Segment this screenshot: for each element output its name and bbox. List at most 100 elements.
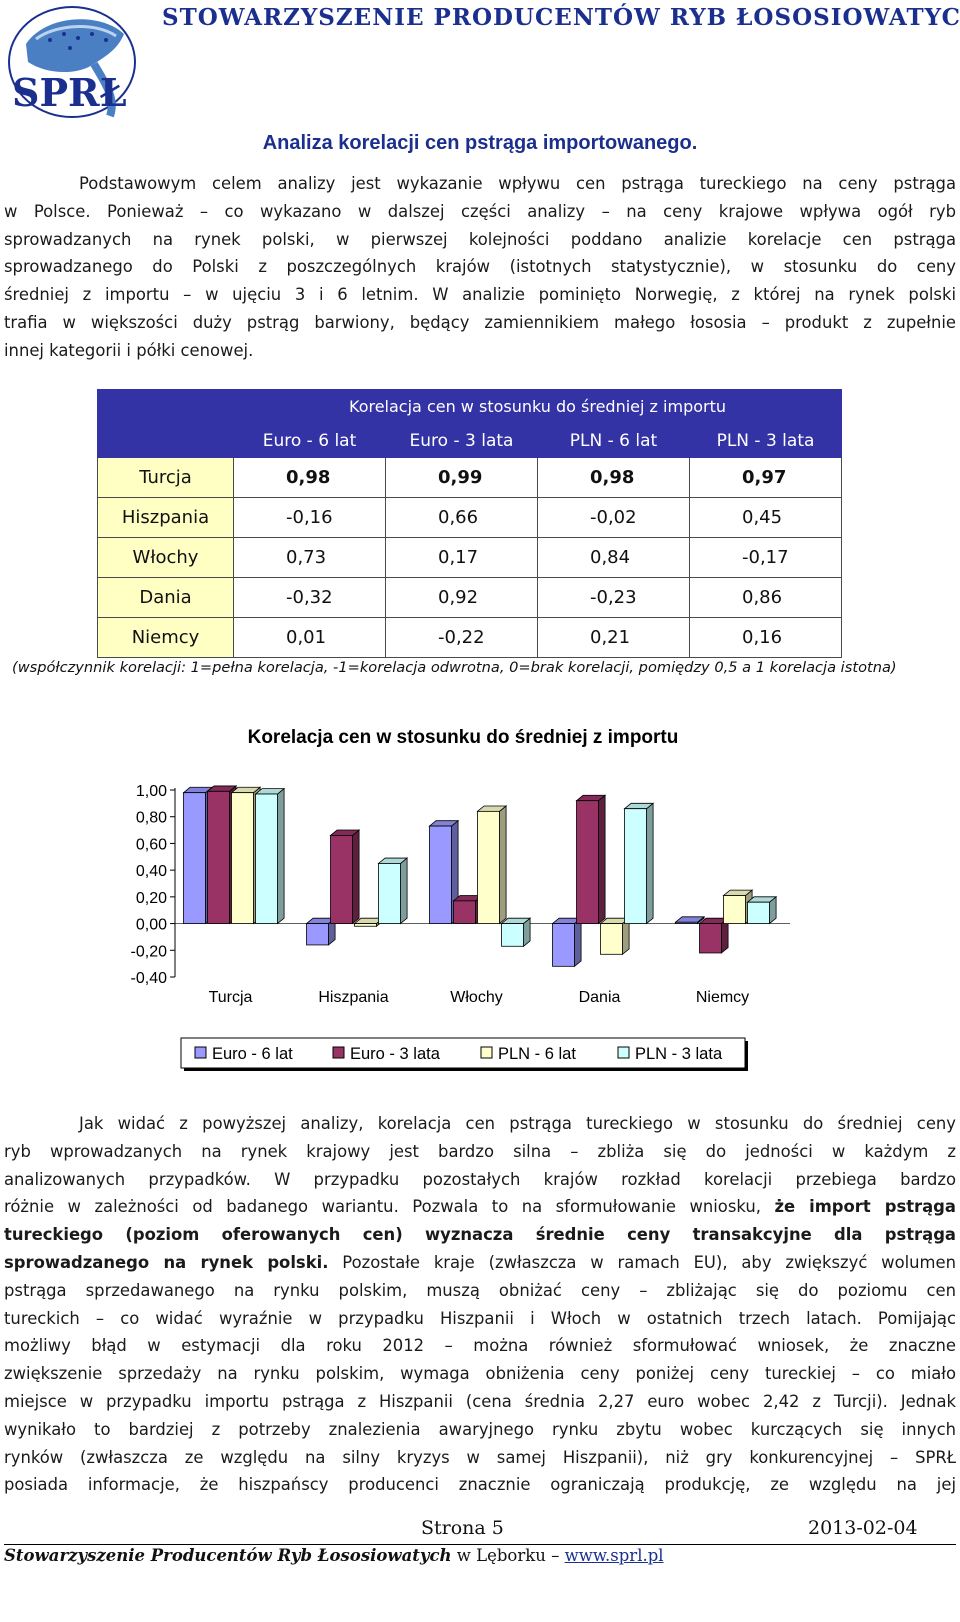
- y-tick-label: 0,00: [136, 917, 167, 934]
- correlation-note: (współczynnik korelacji: 1=pełna korelac…: [12, 659, 897, 676]
- body-text: tureckich – co widać wyraźnie w przypadk…: [4, 1308, 956, 1328]
- bar: [428, 819, 460, 925]
- body-text: różnie w zależności od badanego wariantu…: [4, 1197, 775, 1217]
- logo-text: SPRŁ: [12, 70, 127, 115]
- x-category-label: Włochy: [450, 989, 502, 1006]
- legend-label: PLN - 3 lata: [635, 1045, 723, 1063]
- body-line: wynikało to bardziej z potrzeby znalezie…: [4, 1416, 956, 1444]
- legend-swatch: [480, 1046, 493, 1059]
- intro-line: innej kategorii i półki cenowej.: [4, 340, 254, 360]
- y-tick-label: 0,80: [136, 810, 167, 827]
- intro-line: trafia w większości duży pstrąg barwiony…: [4, 312, 956, 332]
- bar: [698, 917, 730, 954]
- body-text: ryb wprowadzanych na rynek krajowy jest …: [4, 1141, 956, 1161]
- table-row: Turcja 0,98 0,99 0,98 0,97: [97, 457, 842, 498]
- column-header: Euro - 6 lat: [233, 423, 386, 458]
- sprl-logo: SPRŁ: [8, 6, 136, 118]
- bar: [254, 787, 286, 925]
- row-country: Niemcy: [97, 617, 234, 658]
- body-text: miejsce w przypadku importu pstrąga z Hi…: [4, 1391, 956, 1411]
- table-title-row: Korelacja cen w stosunku do średniej z i…: [97, 389, 842, 424]
- bar: [476, 805, 508, 925]
- body-line: sprowadzanego na rynek polski. Pozostałe…: [4, 1249, 956, 1277]
- table-cell: -0,22: [385, 617, 538, 658]
- column-header: PLN - 3 lata: [689, 423, 842, 458]
- intro-line: w Polsce. Ponieważ – co wykazano w dalsz…: [4, 201, 956, 221]
- footer-organization: Stowarzyszenie Producentów Ryb Łososiowa…: [4, 1546, 452, 1565]
- legend-label: Euro - 6 lat: [212, 1045, 293, 1063]
- body-line: różnie w zależności od badanego wariantu…: [4, 1193, 956, 1221]
- legend-label: PLN - 6 lat: [498, 1045, 576, 1063]
- table-cell: 0,98: [537, 457, 690, 498]
- body-text: Pozostałe kraje (zwłaszcza w ramach EU),…: [328, 1252, 956, 1272]
- x-category-label: Hiszpania: [318, 989, 388, 1006]
- body-bold-text: że import pstrąga: [774, 1197, 956, 1217]
- organization-title: STOWARZYSZENIE PRODUCENTÓW RYB ŁOSOSIOWA…: [162, 4, 960, 31]
- body-line: miejsce w przypadku importu pstrąga z Hi…: [4, 1388, 956, 1416]
- body-bold-text: sprowadzanego na rynek polski.: [4, 1252, 329, 1272]
- bar: [674, 915, 706, 925]
- body-line: Jak widać z powyższej analizy, korelacja…: [4, 1110, 956, 1138]
- intro-line: Podstawowym celem analizy jest wykazanie…: [79, 174, 956, 193]
- chart-title: Korelacja cen w stosunku do średniej z i…: [248, 727, 679, 748]
- footer-link[interactable]: www.sprl.pl: [564, 1546, 664, 1565]
- body-text: Jak widać z powyższej analizy, korelacja…: [79, 1114, 956, 1133]
- table-cell: 0,92: [385, 577, 538, 618]
- body-line: tureckiego (poziom oferowanych cen) wyzn…: [4, 1221, 956, 1249]
- column-header: PLN - 6 lat: [537, 423, 690, 458]
- body-text: możliwy błąd w estymacji dla roku 2012 –…: [4, 1336, 956, 1356]
- table-cell: 0,73: [233, 537, 386, 578]
- bar: [551, 917, 583, 968]
- body-text: pstrąga sprzedawanego na rynku polskim, …: [4, 1280, 956, 1300]
- body-line: pstrąga sprzedawanego na rynku polskim, …: [4, 1277, 956, 1305]
- table-cell: -0,16: [233, 497, 386, 538]
- y-tick-label: 0,40: [136, 863, 167, 880]
- x-category-label: Niemcy: [696, 989, 749, 1006]
- table-cell: -0,02: [537, 497, 690, 538]
- intro-paragraph: Podstawowym celem analizy jest wykazanie…: [4, 170, 956, 365]
- body-line: posiada informacje, że hiszpańscy produc…: [4, 1471, 956, 1499]
- x-category-label: Turcja: [209, 989, 253, 1006]
- bar: [305, 917, 337, 946]
- table-cell: 0,21: [537, 617, 690, 658]
- y-tick-label: -0,20: [131, 943, 168, 960]
- footer: Stowarzyszenie Producentów Ryb Łososiowa…: [4, 1546, 664, 1565]
- table-cell: 0,86: [689, 577, 842, 618]
- table-cell: 0,01: [233, 617, 386, 658]
- row-country: Turcja: [97, 457, 234, 498]
- bar: [500, 917, 532, 948]
- x-category-label: Dania: [579, 989, 621, 1006]
- table-title: Korelacja cen w stosunku do średniej z i…: [233, 389, 842, 424]
- table-cell: -0,23: [537, 577, 690, 618]
- body-text: rynków (zwłaszcza ze względu na silny kr…: [4, 1447, 956, 1467]
- table-cell: 0,98: [233, 457, 386, 498]
- table-cell: 0,17: [385, 537, 538, 578]
- table-cell: 0,66: [385, 497, 538, 538]
- table-row: Włochy 0,73 0,17 0,84 -0,17: [97, 537, 842, 578]
- legend-swatch: [617, 1046, 630, 1059]
- table-cell: -0,32: [233, 577, 386, 618]
- body-text: zwiększenie sprzedaży na rynku polskim, …: [4, 1364, 956, 1384]
- bar: [575, 794, 607, 925]
- row-country: Włochy: [97, 537, 234, 578]
- intro-line: sprowadzanych na rynek polski, w pierwsz…: [4, 229, 956, 249]
- table-cell: 0,97: [689, 457, 842, 498]
- row-country: Hiszpania: [97, 497, 234, 538]
- body-line: ryb wprowadzanych na rynek krajowy jest …: [4, 1138, 956, 1166]
- table-row: Hiszpania -0,16 0,66 -0,02 0,45: [97, 497, 842, 538]
- y-tick-label: -0,40: [131, 970, 168, 987]
- body-text: posiada informacje, że hiszpańscy produc…: [4, 1475, 956, 1495]
- correlation-chart: Korelacja cen w stosunku do średniej z i…: [131, 727, 790, 1071]
- intro-line: sprowadzanego do Polski z poszczególnych…: [4, 257, 956, 277]
- legend-box: [180, 1037, 746, 1069]
- body-line: zwiększenie sprzedaży na rynku polskim, …: [4, 1360, 956, 1388]
- chart-legend: Euro - 6 lat Euro - 3 lata PLN - 6 lat PLN …: [180, 1037, 748, 1071]
- document-date: 2013-02-04: [808, 1517, 918, 1539]
- bar: [623, 802, 655, 925]
- table-row: Dania -0,32 0,92 -0,23 0,86: [97, 577, 842, 618]
- table-cell: 0,84: [537, 537, 690, 578]
- body-line: tureckich – co widać wyraźnie w przypadk…: [4, 1305, 956, 1333]
- y-tick-label: 1,00: [136, 783, 167, 800]
- table-row: Niemcy 0,01 -0,22 0,21 0,16: [97, 617, 842, 658]
- footer-location: w Lęborku –: [451, 1546, 565, 1565]
